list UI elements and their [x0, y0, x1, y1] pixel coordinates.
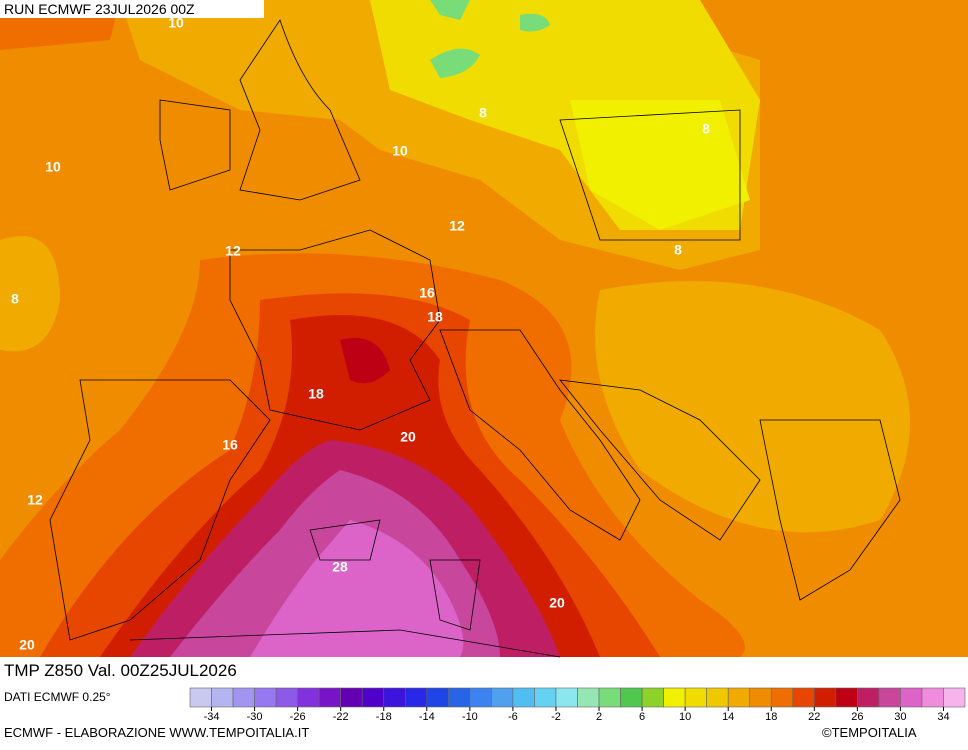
legend-swatch: [598, 687, 621, 708]
legend-swatch: [404, 687, 428, 708]
legend-swatch: [211, 687, 234, 708]
legend-tick-label: 18: [765, 711, 777, 723]
contour-label: 20: [400, 429, 416, 445]
contour-label: 10: [168, 15, 184, 31]
legend-swatch: [448, 687, 471, 708]
legend-tick-label: -26: [290, 711, 306, 723]
legend-tick-label: -10: [462, 711, 478, 723]
run-label: RUN ECMWF 23JUL2026 00Z: [4, 1, 195, 17]
legend-swatch: [318, 687, 341, 708]
legend-swatch: [878, 687, 901, 708]
legend-swatch: [814, 687, 837, 708]
contour-label: 16: [222, 437, 238, 453]
contour-label: 10: [392, 143, 408, 159]
legend-swatch: [512, 687, 535, 708]
map: 10 10 10 8 8 8 12 12 8 16 18 18 20 16 12 28 20 20 RUN ECM…: [0, 0, 968, 658]
legend-swatch: [534, 687, 557, 708]
legend-swatch: [232, 687, 255, 708]
legend-tick-label: 14: [722, 711, 734, 723]
contour-label: 12: [27, 492, 43, 508]
legend-swatch: [770, 687, 794, 708]
legend-swatch: [426, 687, 449, 708]
contour-label: 8: [479, 105, 487, 121]
legend-swatch: [555, 687, 578, 708]
data-source: DATI ECMWF 0.25°: [4, 690, 111, 704]
contour-label: 18: [308, 386, 324, 402]
legend-swatch: [857, 687, 880, 708]
legend-tick-label: 2: [596, 711, 602, 723]
legend-swatch: [383, 687, 406, 708]
legend-swatch: [577, 687, 600, 708]
legend-swatch: [297, 687, 320, 708]
legend-swatch: [706, 687, 729, 708]
copyright: ©TEMPOITALIA: [822, 725, 917, 740]
contour-label: 12: [449, 218, 465, 234]
legend-tick-label: 22: [808, 711, 820, 723]
legend-swatch: [620, 687, 643, 708]
legend-swatch: [900, 687, 923, 708]
legend-tick-label: 6: [639, 711, 645, 723]
legend-swatch: [921, 687, 944, 708]
legend-swatch: [684, 687, 707, 708]
legend-tick-label: -6: [508, 711, 518, 723]
legend-tick-label: 26: [851, 711, 863, 723]
title-box: [0, 657, 415, 684]
legend-swatch: [275, 687, 298, 708]
legend-swatch: [254, 687, 277, 708]
legend-swatch: [340, 687, 363, 708]
legend-swatch: [361, 687, 385, 708]
contour-label: 20: [549, 595, 565, 611]
contour-label: 8: [11, 291, 19, 307]
legend-swatch: [491, 687, 514, 708]
contour-label: 16: [419, 285, 435, 301]
contour-label: 28: [332, 559, 348, 575]
legend-tick-label: -14: [419, 711, 435, 723]
contour-label: 10: [45, 159, 61, 175]
legend-swatch: [641, 687, 664, 708]
legend-swatch: [189, 687, 212, 708]
legend-swatch: [835, 687, 858, 708]
legend-swatch: [749, 687, 772, 708]
contour-labels: 10 10 10 8 8 8 12 12 8 16 18 18 20 16 12 28 20 20: [11, 15, 710, 653]
legend-tick-label: -34: [204, 711, 220, 723]
legend-swatch: [943, 687, 966, 708]
contour-label: 12: [225, 243, 241, 259]
legend-tick-label: 10: [679, 711, 691, 723]
contour-label: 8: [702, 121, 710, 137]
color-legend: -34 -30 -26 -22 -18 -14 -10 -6 -2 2 6 10 14 18 22 26 30 3…: [189, 687, 966, 723]
credit: ECMWF - ELABORAZIONE WWW.TEMPOITALIA.IT: [4, 725, 309, 740]
map-title: TMP Z850 Val. 00Z25JUL2026: [4, 661, 237, 680]
legend-tick-label: 34: [937, 711, 949, 723]
contour-label: 20: [19, 637, 35, 653]
contour-label: 18: [427, 309, 443, 325]
legend-swatch: [727, 687, 751, 708]
legend-swatch: [663, 687, 686, 708]
legend-swatch: [792, 687, 815, 708]
contour-label: 8: [674, 242, 682, 258]
legend-tick-label: -2: [551, 711, 561, 723]
legend-swatch: [469, 687, 492, 708]
legend-tick-label: 30: [894, 711, 906, 723]
legend-tick-label: -18: [376, 711, 392, 723]
legend-tick-label: -30: [247, 711, 263, 723]
run-box: [0, 0, 264, 18]
legend-tick-label: -22: [333, 711, 349, 723]
